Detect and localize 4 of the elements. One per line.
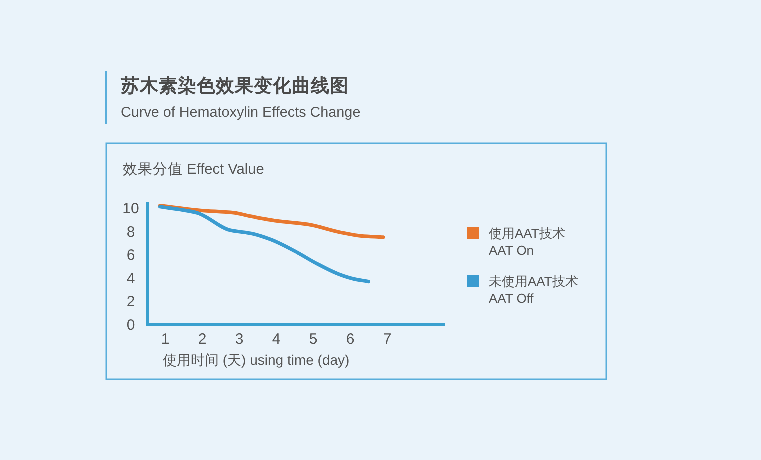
- title: 苏木素染色效果变化曲线图: [121, 75, 349, 96]
- subtitle: Curve of Hematoxylin Effects Change: [121, 105, 361, 121]
- y-axis-title: 效果分值 Effect Value: [123, 162, 264, 178]
- x-axis-title: 使用时间 (天) using time (day): [163, 352, 350, 368]
